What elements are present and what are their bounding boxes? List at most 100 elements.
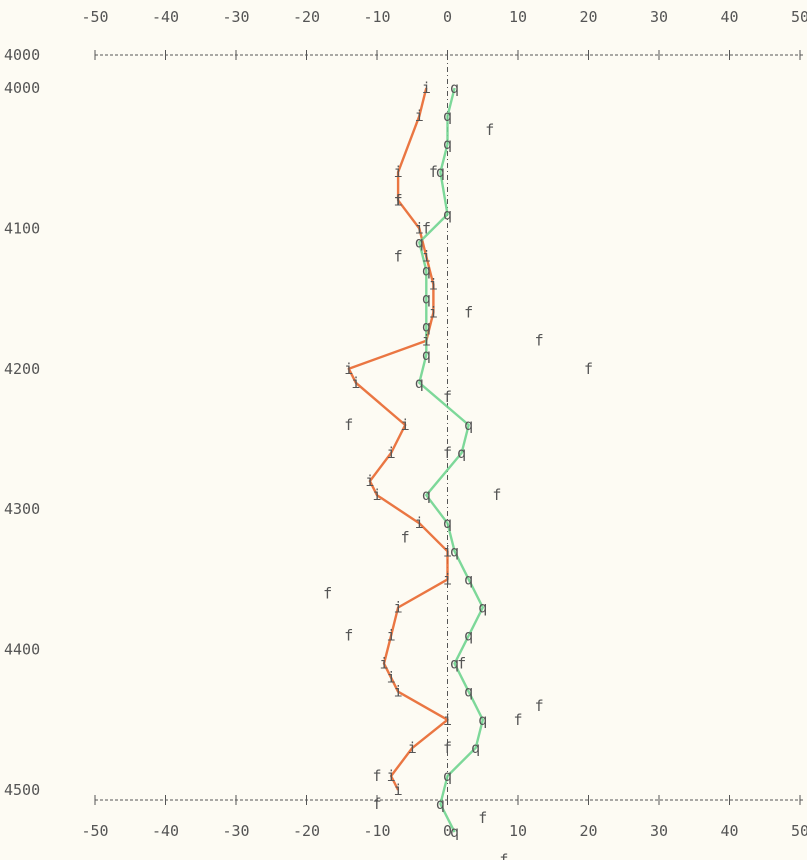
data-point-q: q — [450, 823, 459, 841]
data-point-i: i — [387, 627, 396, 645]
y-tick-label: 4000 — [4, 79, 40, 97]
data-point-i: i — [394, 191, 403, 209]
data-point-i: i — [365, 472, 374, 490]
data-point-i: i — [372, 486, 381, 504]
data-point-i: i — [394, 781, 403, 799]
data-point-i: i — [415, 219, 424, 237]
top-tick-label: 0 — [443, 8, 452, 26]
series-markers: iiiiiiiiiiiiiiiiiiiiiiiiiiiqqqqqqqqqqqqq… — [323, 79, 593, 860]
data-point-f: f — [492, 486, 501, 504]
data-point-f: f — [499, 851, 508, 860]
series-line-q — [418, 87, 484, 833]
data-point-i: i — [415, 107, 424, 125]
data-point-f: f — [485, 121, 494, 139]
bottom-tick-label: -30 — [222, 822, 249, 840]
data-point-i: i — [394, 163, 403, 181]
data-point-i: i — [422, 332, 431, 350]
data-point-q: q — [464, 683, 473, 701]
bottom-tick-label: 30 — [650, 822, 668, 840]
data-point-q: q — [422, 290, 431, 308]
data-point-i: i — [401, 416, 410, 434]
data-point-q: q — [450, 79, 459, 97]
data-point-i: i — [443, 542, 452, 560]
data-point-q: q — [436, 163, 445, 181]
data-point-f: f — [443, 444, 452, 462]
y-tick-label: 4400 — [4, 641, 40, 659]
y-tick-label: 4500 — [4, 781, 40, 799]
data-point-i: i — [394, 598, 403, 616]
left-y-axis: 4000 4100 4200 4300 4400 4500 4000 — [4, 46, 40, 799]
data-point-f: f — [584, 360, 593, 378]
top-tick-label: -20 — [293, 8, 320, 26]
data-point-q: q — [443, 767, 452, 785]
data-point-f: f — [443, 739, 452, 757]
top-tick-label: 50 — [791, 8, 807, 26]
bottom-tick-label: 50 — [791, 822, 807, 840]
top-tick-label: 10 — [509, 8, 527, 26]
y-tick-label-repeat: 4000 — [4, 46, 40, 64]
data-point-i: i — [351, 374, 360, 392]
bottom-tick-label: -20 — [293, 822, 320, 840]
data-point-i: i — [387, 444, 396, 462]
data-point-f: f — [344, 627, 353, 645]
data-point-q: q — [422, 346, 431, 364]
data-point-i: i — [443, 711, 452, 729]
data-point-q: q — [436, 795, 445, 813]
data-point-i: i — [422, 247, 431, 265]
data-point-f: f — [344, 416, 353, 434]
data-point-q: q — [464, 627, 473, 645]
data-point-f: f — [394, 247, 403, 265]
data-point-q: q — [443, 514, 452, 532]
data-point-f: f — [401, 528, 410, 546]
y-tick-label: 4200 — [4, 360, 40, 378]
bottom-tick-label: 20 — [579, 822, 597, 840]
data-point-i: i — [394, 683, 403, 701]
bottom-tick-label: -40 — [152, 822, 179, 840]
data-point-f: f — [372, 795, 381, 813]
data-point-i: i — [422, 79, 431, 97]
top-tick-label: -50 — [81, 8, 108, 26]
data-point-f: f — [513, 711, 522, 729]
data-point-i: i — [443, 570, 452, 588]
data-point-f: f — [394, 191, 403, 209]
top-tick-label: -10 — [363, 8, 390, 26]
data-point-f: f — [443, 388, 452, 406]
data-point-q: q — [415, 374, 424, 392]
data-point-q: q — [478, 598, 487, 616]
data-point-q: q — [478, 711, 487, 729]
data-point-i: i — [344, 360, 353, 378]
data-point-f: f — [464, 304, 473, 322]
data-point-i: i — [387, 669, 396, 687]
y-tick-label: 4300 — [4, 500, 40, 518]
top-tick-label: 40 — [720, 8, 738, 26]
data-point-f: f — [457, 655, 466, 673]
data-point-q: q — [457, 444, 466, 462]
data-point-q: q — [464, 416, 473, 434]
data-point-f: f — [429, 163, 438, 181]
data-point-q: q — [450, 655, 459, 673]
bottom-tick-label: -50 — [81, 822, 108, 840]
data-point-q: q — [450, 542, 459, 560]
top-tick-label: 20 — [579, 8, 597, 26]
top-x-axis: -50 -40 -30 -20 -10 0 10 20 30 40 50 — [81, 8, 807, 60]
data-point-i: i — [380, 655, 389, 673]
bottom-tick-label: 10 — [509, 822, 527, 840]
bottom-x-axis: -50 -40 -30 -20 -10 0 10 20 30 40 50 — [81, 795, 807, 840]
data-point-q: q — [443, 135, 452, 153]
data-point-f: f — [422, 219, 431, 237]
data-point-f: f — [535, 332, 544, 350]
data-point-q: q — [415, 233, 424, 251]
top-tick-label: 30 — [650, 8, 668, 26]
data-point-f: f — [478, 809, 487, 827]
top-tick-label: -40 — [152, 8, 179, 26]
bottom-tick-label: 40 — [720, 822, 738, 840]
series-lines — [347, 87, 484, 833]
data-point-f: f — [535, 697, 544, 715]
series-line-i — [347, 87, 449, 791]
data-point-i: i — [429, 276, 438, 294]
data-point-q: q — [422, 318, 431, 336]
data-point-q: q — [422, 262, 431, 280]
bottom-tick-label: -10 — [363, 822, 390, 840]
top-tick-label: -30 — [222, 8, 249, 26]
